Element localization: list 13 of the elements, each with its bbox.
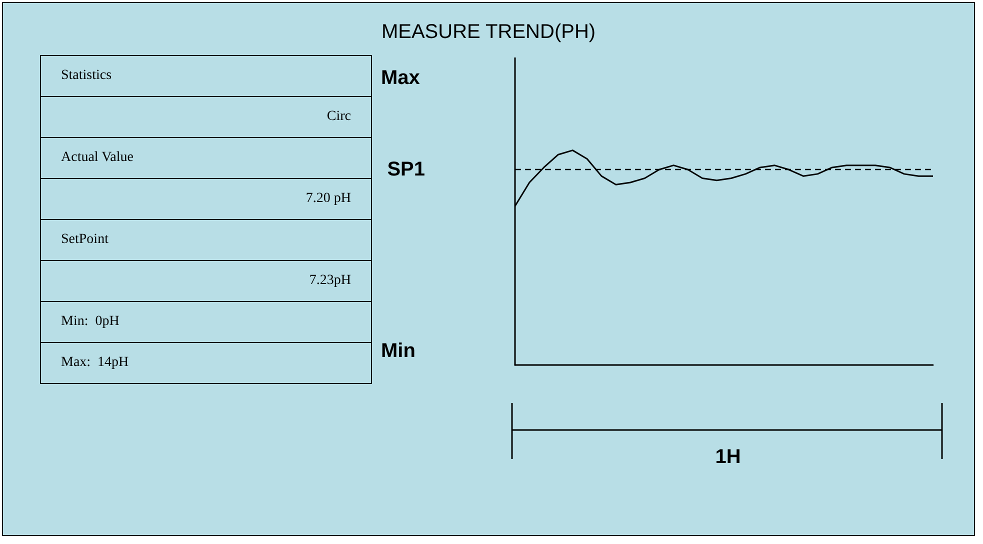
ref-line-label: SP1	[387, 158, 425, 181]
text: 7.23pH	[41, 260, 371, 301]
text: Max	[381, 67, 420, 89]
text: MEASURE TREND(PH)	[380, 21, 597, 44]
text: Max: 14pH	[41, 342, 371, 383]
text: 7.20 pH	[41, 178, 371, 219]
text: Circ	[41, 96, 371, 137]
text: 1H	[714, 446, 742, 469]
text: SetPoint	[41, 219, 371, 260]
text: Min	[381, 340, 416, 362]
text: Min: 0pH	[41, 301, 371, 342]
text: Actual Value	[41, 137, 371, 178]
text: Statistics	[60, 67, 113, 85]
